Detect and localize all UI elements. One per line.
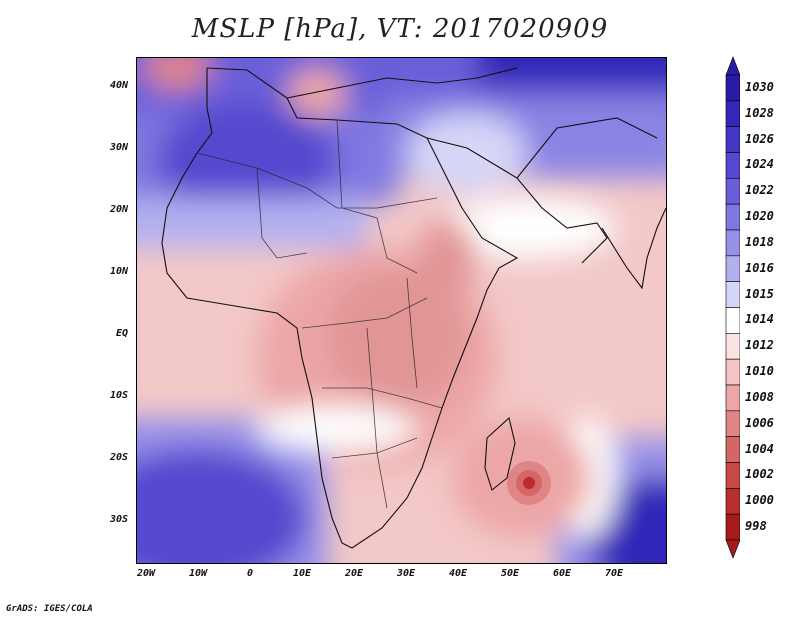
colorbar-swatch (725, 229, 740, 257)
colorbar-label: 1002 (745, 467, 774, 482)
lon-label-0: 0 (246, 568, 254, 579)
colorbar-label: 998 (745, 519, 767, 534)
lat-label-10s: 10S (109, 390, 128, 401)
colorbar-label: 1006 (745, 415, 774, 430)
coastlines (161, 67, 666, 549)
colorbar-swatch (725, 358, 740, 386)
lon-label-50e: 50E (500, 568, 520, 579)
colorbar-label: 1026 (745, 131, 774, 146)
colorbar-label: 1020 (745, 209, 774, 224)
colorbar-swatch (725, 74, 740, 102)
lat-label-20n: 20N (109, 204, 128, 215)
lat-label-30s: 30S (109, 514, 128, 525)
lon-label-70e: 70E (604, 568, 624, 579)
colorbar-label: 1000 (745, 493, 774, 508)
colorbar-label: 1015 (745, 286, 774, 301)
colorbar-label: 1008 (745, 389, 774, 404)
colorbar-label: 1030 (745, 79, 774, 94)
colorbar-label: 1016 (745, 260, 774, 275)
colorbar-swatch (725, 281, 740, 308)
colorbar-swatch (725, 100, 740, 127)
lat-label-30n: 30N (109, 142, 128, 153)
lat-label-eq: EQ (115, 328, 128, 339)
colorbar-swatch (725, 436, 740, 463)
colorbar-label: 1018 (745, 234, 774, 249)
colorbar-swatch (725, 203, 740, 231)
pressure-field (137, 58, 666, 563)
colorbar-bottom-arrow (725, 539, 740, 559)
colorbar-swatch (725, 513, 740, 541)
colorbar (725, 56, 740, 559)
country-borders (196, 119, 443, 509)
colorbar-swatch (725, 152, 740, 179)
lon-label-10e: 10E (292, 568, 312, 579)
colorbar-swatch (725, 384, 740, 412)
lat-label-40n: 40N (109, 80, 128, 91)
mslp-map (136, 57, 667, 564)
lon-label-60e: 60E (552, 568, 572, 579)
lon-label-10w: 10W (188, 568, 208, 579)
lat-label-10n: 10N (109, 266, 128, 277)
colorbar-label: 1004 (745, 441, 774, 456)
colorbar-label: 1010 (745, 364, 774, 379)
grads-credit: GrADS: IGES/COLA (6, 604, 93, 614)
lat-label-20s: 20S (109, 452, 128, 463)
colorbar-swatch (725, 126, 740, 153)
lon-label-20w: 20W (136, 568, 156, 579)
colorbar-top-arrow (725, 56, 740, 76)
colorbar-label: 1014 (745, 312, 774, 327)
lon-label-20e: 20E (344, 568, 364, 579)
colorbar-swatch (725, 333, 740, 360)
colorbar-label: 1024 (745, 157, 774, 172)
colorbar-swatch (725, 488, 740, 515)
colorbar-label: 1012 (745, 338, 774, 353)
map-title: MSLP [hPa], VT: 2017020909 (191, 14, 609, 44)
colorbar-swatch (725, 307, 740, 334)
colorbar-swatch (725, 178, 740, 205)
colorbar-label: 1022 (745, 183, 774, 198)
colorbar-swatch (725, 462, 740, 489)
colorbar-swatch (725, 255, 740, 282)
lon-label-40e: 40E (448, 568, 468, 579)
colorbar-label: 1028 (745, 105, 774, 120)
lon-label-30e: 30E (396, 568, 416, 579)
colorbar-swatch (725, 410, 740, 437)
